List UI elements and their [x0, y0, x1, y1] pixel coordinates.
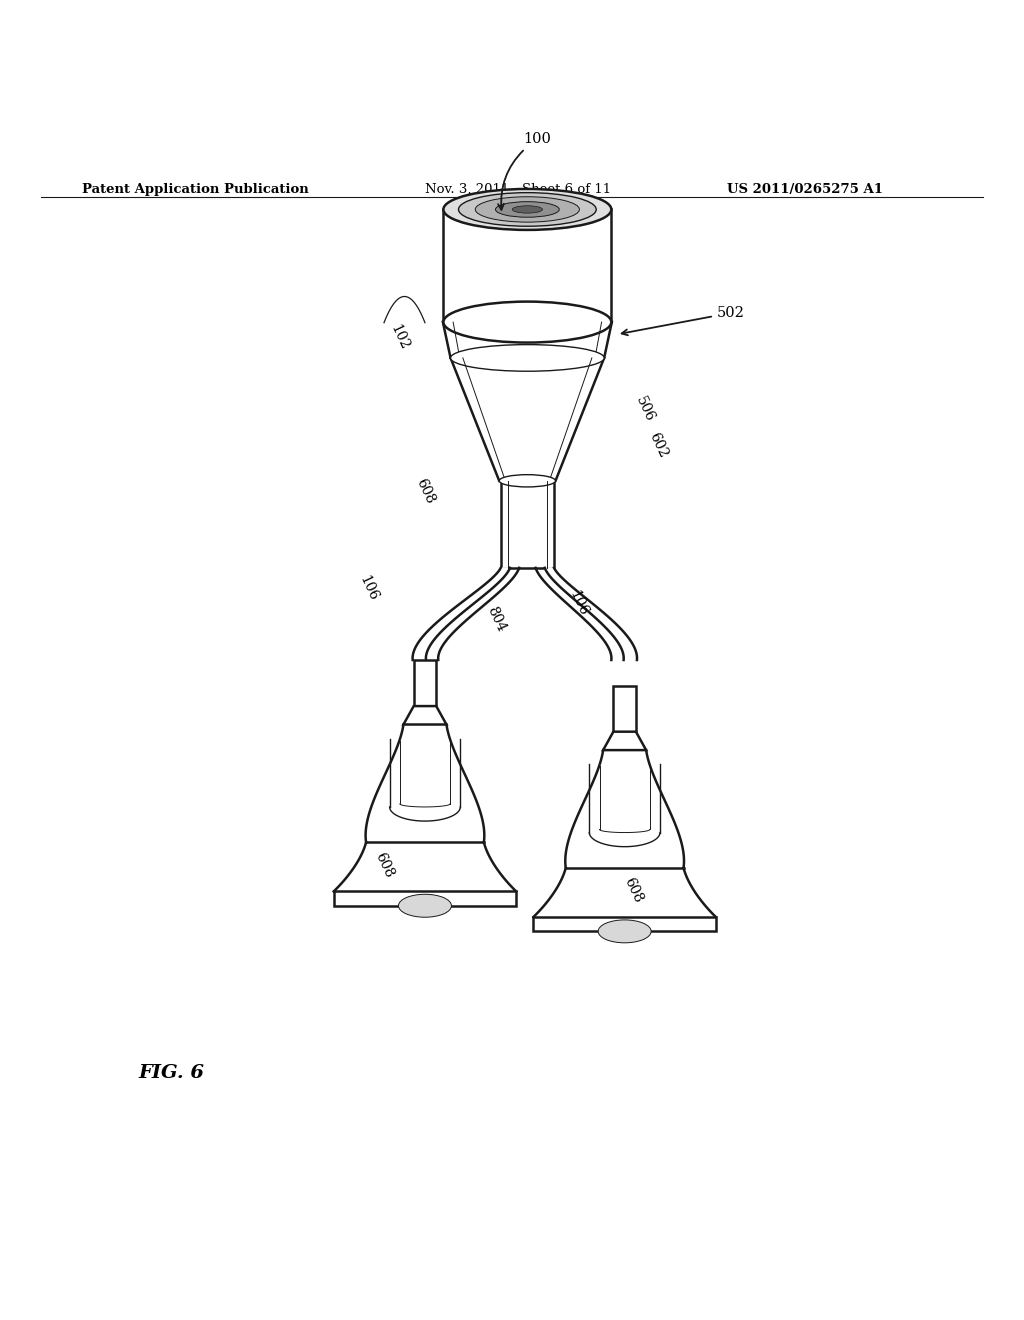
Polygon shape	[443, 210, 611, 322]
Polygon shape	[545, 568, 637, 660]
Ellipse shape	[451, 345, 604, 371]
Ellipse shape	[500, 475, 555, 487]
Ellipse shape	[512, 206, 543, 213]
Text: 602: 602	[646, 430, 671, 459]
Text: Nov. 3, 2011   Sheet 6 of 11: Nov. 3, 2011 Sheet 6 of 11	[425, 182, 611, 195]
Polygon shape	[565, 750, 684, 867]
Polygon shape	[534, 867, 565, 917]
Ellipse shape	[496, 202, 559, 218]
Text: 608: 608	[372, 850, 396, 879]
Text: 506: 506	[633, 395, 657, 424]
Text: 106: 106	[356, 573, 381, 603]
Polygon shape	[483, 842, 516, 891]
Ellipse shape	[443, 189, 611, 230]
Polygon shape	[442, 322, 612, 358]
Text: 100: 100	[498, 132, 552, 210]
Text: 102: 102	[387, 322, 412, 352]
Polygon shape	[613, 685, 636, 731]
Text: 502: 502	[622, 306, 744, 335]
Polygon shape	[334, 891, 516, 906]
Ellipse shape	[398, 894, 452, 917]
Polygon shape	[334, 842, 367, 891]
Polygon shape	[413, 568, 510, 660]
Polygon shape	[603, 731, 646, 750]
Text: 106: 106	[566, 589, 591, 619]
Polygon shape	[534, 917, 716, 932]
Polygon shape	[684, 867, 716, 917]
Text: 608: 608	[413, 477, 437, 506]
Polygon shape	[366, 725, 484, 842]
Text: US 2011/0265275 A1: US 2011/0265275 A1	[727, 182, 883, 195]
Text: 804: 804	[484, 605, 509, 634]
Text: Patent Application Publication: Patent Application Publication	[82, 182, 308, 195]
Ellipse shape	[459, 193, 596, 226]
Polygon shape	[414, 660, 436, 706]
Polygon shape	[451, 358, 604, 480]
Polygon shape	[501, 480, 554, 568]
Ellipse shape	[443, 301, 611, 343]
Polygon shape	[403, 706, 446, 725]
Text: FIG. 6: FIG. 6	[138, 1064, 204, 1082]
Ellipse shape	[598, 920, 651, 942]
Text: 608: 608	[621, 875, 645, 906]
Ellipse shape	[475, 197, 580, 222]
